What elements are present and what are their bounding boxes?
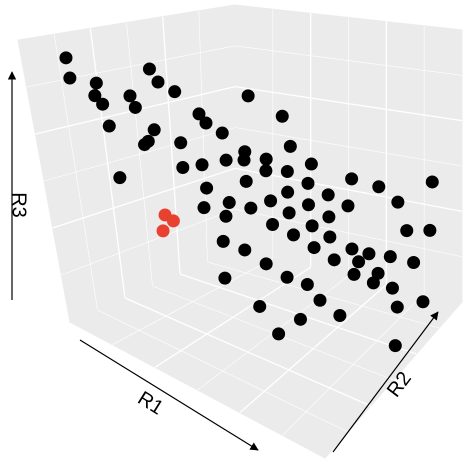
- x-axis-arrow: [79, 339, 259, 451]
- point: [176, 160, 190, 174]
- point: [390, 300, 404, 314]
- point: [416, 295, 430, 309]
- point: [141, 134, 155, 148]
- point: [286, 228, 300, 242]
- point: [301, 176, 315, 190]
- point: [321, 188, 335, 202]
- point: [283, 139, 297, 153]
- point: [197, 201, 211, 215]
- point: [304, 157, 318, 171]
- points: [59, 51, 439, 353]
- point: [192, 107, 206, 121]
- point: [322, 210, 336, 224]
- point: [264, 194, 278, 208]
- point: [168, 85, 182, 99]
- point: [218, 271, 232, 285]
- point: [63, 71, 77, 85]
- point: [307, 241, 321, 255]
- panels: [17, 4, 463, 459]
- point: [345, 172, 359, 186]
- point: [305, 219, 319, 233]
- point: [96, 97, 110, 111]
- point: [200, 181, 214, 195]
- point: [293, 312, 307, 326]
- point: [425, 175, 439, 189]
- point: [372, 180, 386, 194]
- point: [195, 158, 209, 172]
- point: [219, 153, 233, 167]
- point: [280, 164, 294, 178]
- point: [128, 100, 142, 114]
- point: [341, 199, 355, 213]
- point: [156, 224, 170, 238]
- point: [151, 75, 165, 89]
- point: [383, 250, 397, 264]
- point: [216, 234, 230, 248]
- point: [222, 196, 236, 210]
- point: [142, 62, 156, 76]
- point: [266, 218, 280, 232]
- point: [88, 89, 102, 103]
- point: [113, 171, 127, 185]
- point: [347, 267, 361, 281]
- point: [407, 255, 421, 269]
- point: [333, 308, 347, 322]
- point: [313, 293, 327, 307]
- point: [239, 174, 253, 188]
- point: [302, 198, 315, 212]
- point: [199, 116, 213, 130]
- point: [238, 243, 252, 257]
- point: [362, 247, 376, 261]
- point: [102, 119, 116, 133]
- point: [59, 51, 73, 65]
- point: [166, 214, 180, 228]
- point: [281, 185, 295, 199]
- point: [259, 164, 273, 178]
- point: [388, 339, 402, 353]
- y-axis-arrow: [332, 311, 439, 453]
- point: [89, 76, 103, 90]
- x-axis-label: R1: [134, 387, 167, 419]
- point: [323, 230, 337, 244]
- point: [345, 242, 359, 256]
- point: [219, 209, 233, 223]
- point: [174, 136, 188, 150]
- point: [385, 281, 399, 295]
- point: [300, 277, 314, 291]
- point: [275, 109, 289, 123]
- point: [400, 224, 414, 238]
- point: [259, 257, 273, 271]
- point: [215, 126, 229, 140]
- grid-line: [234, 45, 463, 76]
- point: [280, 270, 294, 284]
- z-axis-label: R3: [8, 192, 30, 218]
- grid-line: [26, 45, 236, 88]
- point: [123, 89, 137, 103]
- point: [391, 195, 405, 209]
- point: [241, 89, 255, 103]
- point: [253, 299, 267, 313]
- point: [327, 253, 341, 267]
- point: [272, 327, 286, 341]
- point: [282, 206, 296, 220]
- point: [423, 223, 437, 237]
- point: [352, 255, 366, 269]
- point: [371, 266, 385, 280]
- point: [147, 123, 161, 137]
- point: [244, 201, 258, 215]
- point: [259, 152, 273, 166]
- point: [237, 153, 251, 167]
